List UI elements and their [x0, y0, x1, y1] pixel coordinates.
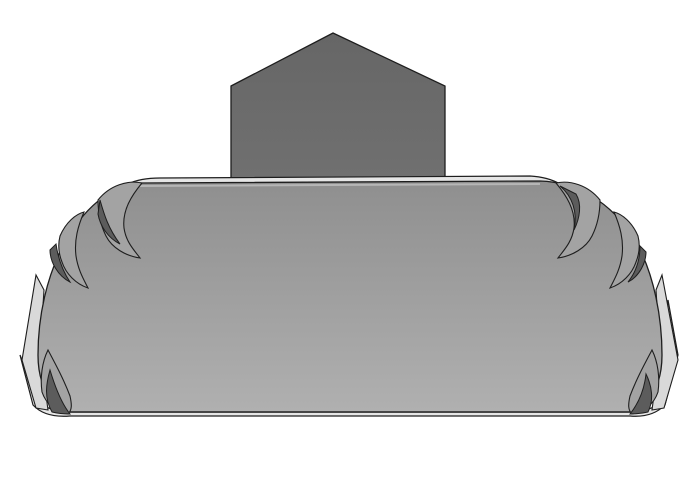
- seat-body: [37, 180, 663, 413]
- ruffle-top-left: [49, 181, 144, 289]
- ruffle-top-right: [554, 181, 647, 289]
- back-cushion: [230, 32, 446, 181]
- ruffle-bottom-left: [40, 348, 72, 415]
- seat-top-line: [139, 183, 541, 187]
- ruffle-bottom-right: [628, 348, 660, 415]
